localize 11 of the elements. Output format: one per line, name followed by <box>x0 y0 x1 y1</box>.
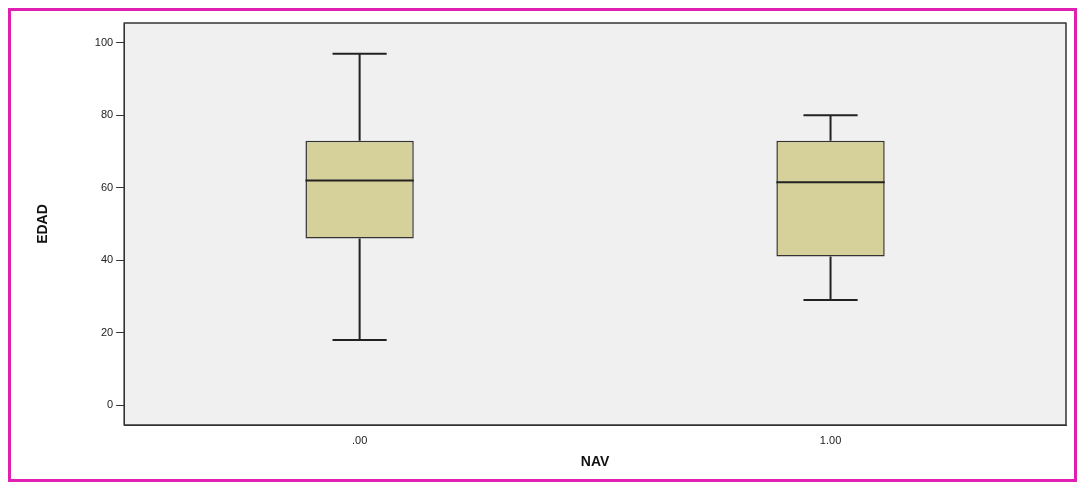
y-tick-label: 80 <box>100 108 114 121</box>
page-frame: NAV EDAD .00 1.00 0 20 40 60 80 100 <box>8 8 1077 482</box>
x-axis-title: NAV <box>580 453 610 470</box>
y-axis-title: EDAD <box>34 204 51 244</box>
y-tick-label: 40 <box>100 253 114 266</box>
y-tick-label: 0 <box>107 398 114 411</box>
y-tick-label: 100 <box>94 35 114 48</box>
x-tick-label: .00 <box>351 433 368 446</box>
x-tick-label: 1.00 <box>819 433 842 446</box>
y-tick-label: 20 <box>100 325 114 338</box>
y-tick-label: 60 <box>100 180 114 193</box>
